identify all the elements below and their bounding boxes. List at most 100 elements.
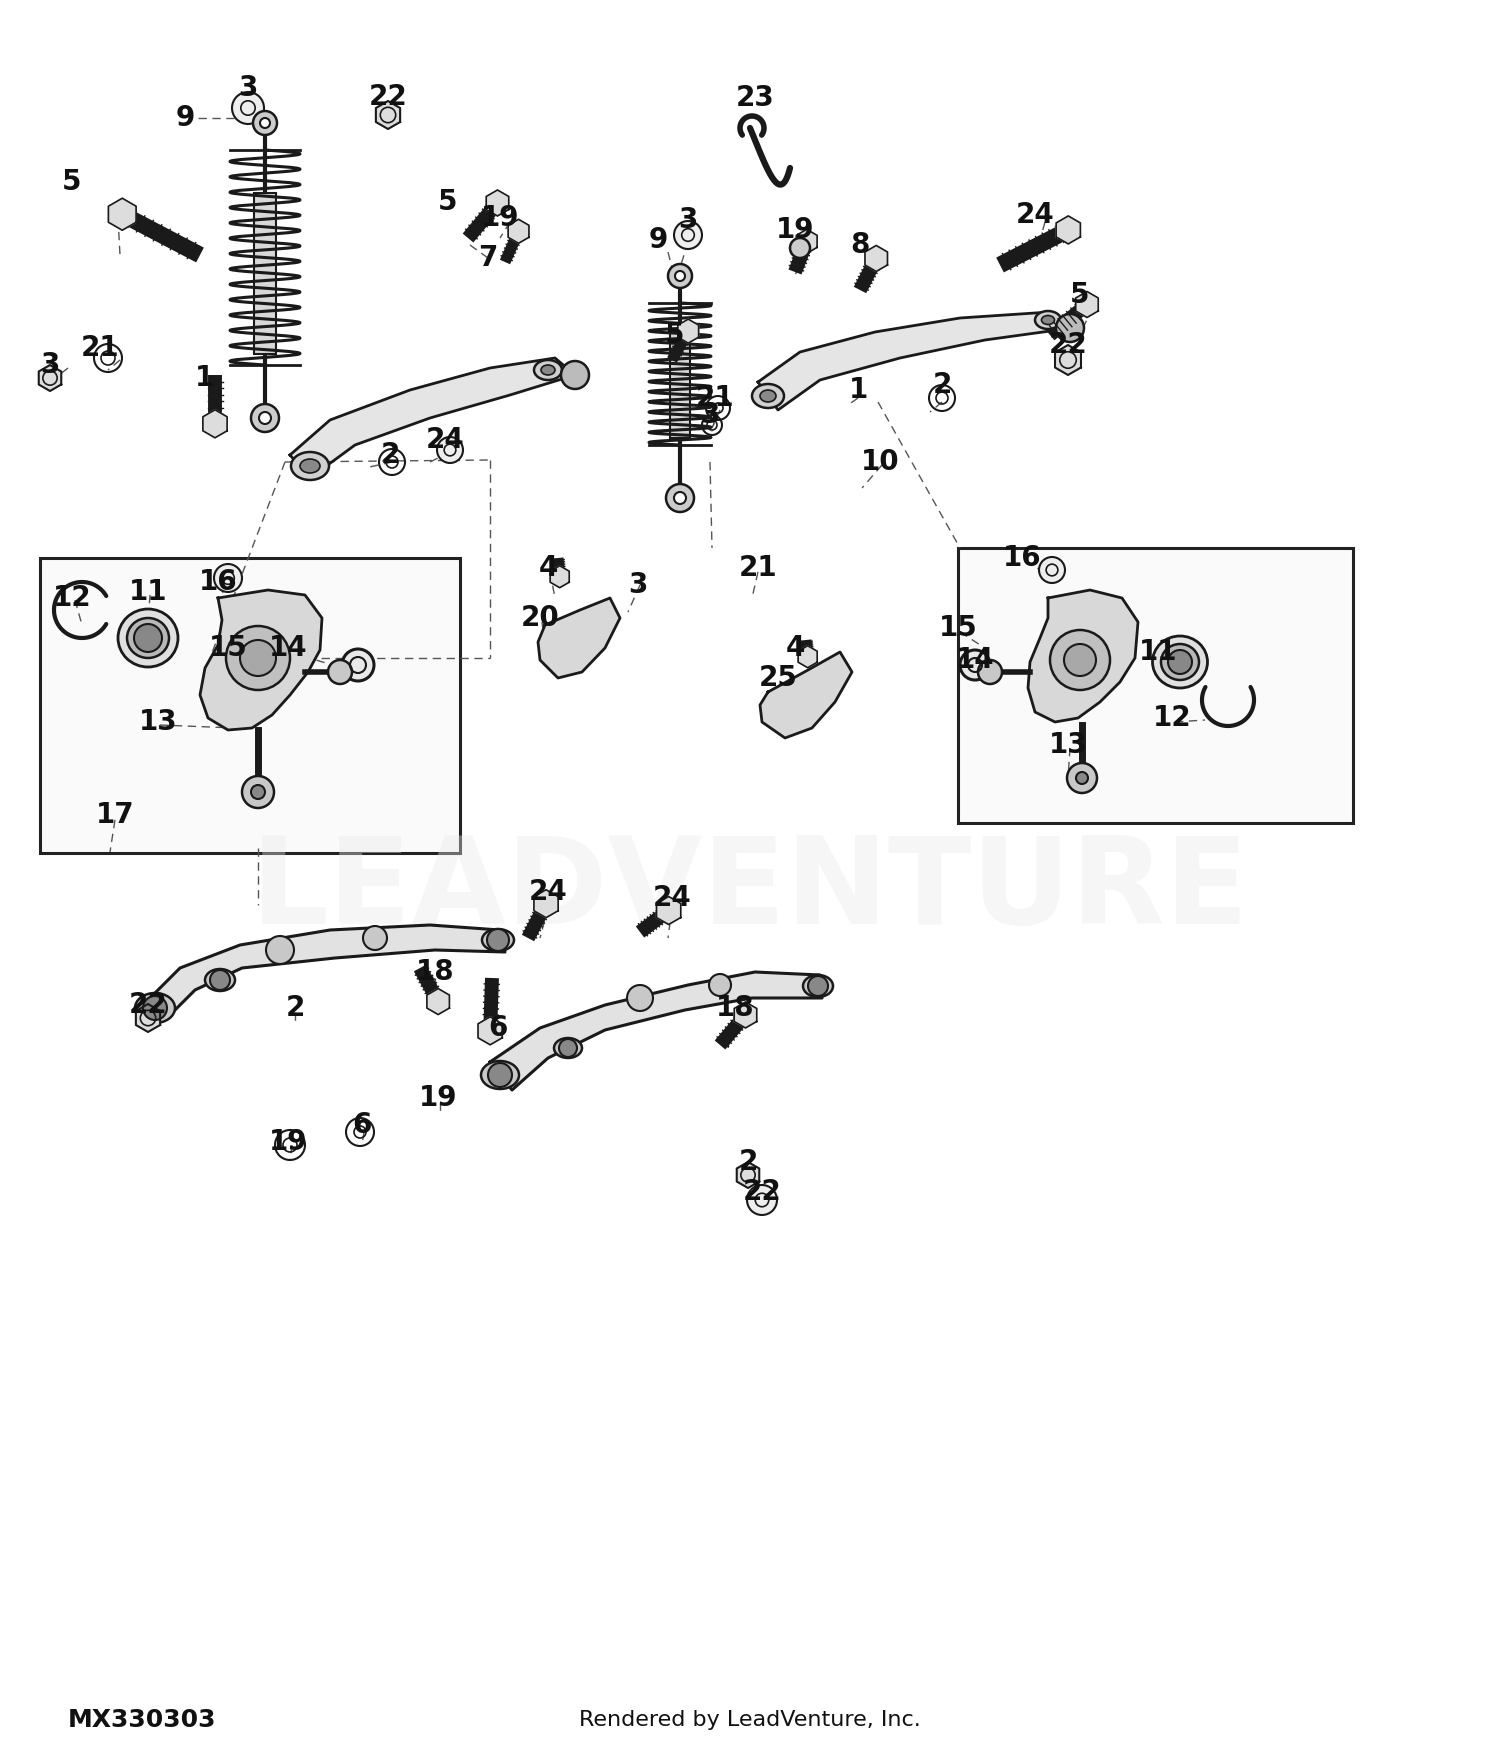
Polygon shape xyxy=(1076,292,1098,317)
Circle shape xyxy=(134,625,162,653)
Text: Rendered by LeadVenture, Inc.: Rendered by LeadVenture, Inc. xyxy=(579,1710,921,1731)
Text: 21: 21 xyxy=(81,334,120,362)
Circle shape xyxy=(436,438,463,464)
Polygon shape xyxy=(490,971,822,1090)
Polygon shape xyxy=(1056,215,1080,243)
Ellipse shape xyxy=(206,970,236,990)
Polygon shape xyxy=(427,989,450,1015)
Text: 17: 17 xyxy=(96,802,135,829)
Text: 18: 18 xyxy=(716,994,754,1022)
Text: 25: 25 xyxy=(759,663,798,691)
Circle shape xyxy=(214,564,242,592)
Text: 19: 19 xyxy=(776,215,814,243)
Ellipse shape xyxy=(482,929,514,950)
Circle shape xyxy=(210,970,230,990)
Text: 9: 9 xyxy=(648,226,668,254)
Text: 14: 14 xyxy=(268,634,308,662)
Circle shape xyxy=(627,985,652,1011)
Polygon shape xyxy=(760,653,852,738)
Circle shape xyxy=(1168,649,1192,674)
Text: 1: 1 xyxy=(195,364,214,392)
Ellipse shape xyxy=(300,458,320,472)
Text: 23: 23 xyxy=(735,84,774,112)
Text: 2: 2 xyxy=(933,371,951,399)
Polygon shape xyxy=(1054,345,1082,374)
Text: 5: 5 xyxy=(1071,282,1089,310)
Circle shape xyxy=(328,660,352,684)
Polygon shape xyxy=(108,198,136,231)
Polygon shape xyxy=(657,896,681,924)
Text: 6: 6 xyxy=(352,1111,372,1139)
Circle shape xyxy=(254,110,278,135)
Bar xyxy=(670,331,690,438)
Ellipse shape xyxy=(118,609,178,667)
Circle shape xyxy=(1040,556,1065,583)
Ellipse shape xyxy=(542,366,555,374)
Polygon shape xyxy=(796,229,818,254)
Ellipse shape xyxy=(135,992,176,1024)
Circle shape xyxy=(142,996,166,1020)
Text: 4: 4 xyxy=(538,555,558,583)
Circle shape xyxy=(1064,644,1096,676)
Circle shape xyxy=(260,411,272,424)
Text: 19: 19 xyxy=(480,205,519,233)
Circle shape xyxy=(674,492,686,504)
Text: 3: 3 xyxy=(238,74,258,102)
Polygon shape xyxy=(865,245,888,271)
Text: 10: 10 xyxy=(861,448,900,476)
Polygon shape xyxy=(736,1162,759,1188)
Text: 21: 21 xyxy=(738,555,777,583)
Text: 13: 13 xyxy=(1048,732,1088,760)
Text: 22: 22 xyxy=(1048,331,1088,359)
Polygon shape xyxy=(478,1017,502,1045)
Text: 11: 11 xyxy=(129,578,168,605)
Circle shape xyxy=(668,264,692,289)
Circle shape xyxy=(232,93,264,124)
Text: 22: 22 xyxy=(129,990,168,1018)
Text: 3: 3 xyxy=(628,570,648,598)
Polygon shape xyxy=(148,926,506,1020)
Ellipse shape xyxy=(128,618,170,658)
Circle shape xyxy=(710,975,730,996)
Circle shape xyxy=(1056,313,1084,341)
Polygon shape xyxy=(758,312,1072,410)
Text: LEADVENTURE: LEADVENTURE xyxy=(251,831,1250,949)
Polygon shape xyxy=(538,598,620,677)
Circle shape xyxy=(1066,763,1096,793)
Circle shape xyxy=(561,360,590,388)
Ellipse shape xyxy=(802,975,832,997)
Circle shape xyxy=(978,660,1002,684)
Circle shape xyxy=(674,220,702,248)
Ellipse shape xyxy=(1152,635,1208,688)
Circle shape xyxy=(675,271,686,282)
Text: 3: 3 xyxy=(40,352,60,380)
Polygon shape xyxy=(509,219,530,243)
Text: 2: 2 xyxy=(285,994,304,1022)
Polygon shape xyxy=(200,590,322,730)
Ellipse shape xyxy=(1161,644,1198,681)
Text: 2: 2 xyxy=(738,1148,758,1176)
Polygon shape xyxy=(550,565,568,588)
Text: 16: 16 xyxy=(1002,544,1041,572)
Polygon shape xyxy=(534,889,558,917)
Text: MX330303: MX330303 xyxy=(68,1708,216,1732)
Text: 8: 8 xyxy=(850,231,870,259)
Text: 19: 19 xyxy=(268,1129,308,1157)
Polygon shape xyxy=(136,1004,160,1032)
Text: 14: 14 xyxy=(956,646,994,674)
Polygon shape xyxy=(678,318,699,343)
Text: 6: 6 xyxy=(489,1013,507,1041)
Polygon shape xyxy=(1028,590,1138,723)
Text: 15: 15 xyxy=(939,614,978,642)
Text: 16: 16 xyxy=(198,569,237,597)
Text: 9: 9 xyxy=(176,103,195,131)
Circle shape xyxy=(488,929,508,950)
Text: 5: 5 xyxy=(666,320,684,348)
Text: 4: 4 xyxy=(786,634,804,662)
Text: 5: 5 xyxy=(438,187,458,215)
Text: 13: 13 xyxy=(138,709,177,737)
Circle shape xyxy=(342,649,374,681)
Text: 24: 24 xyxy=(652,884,692,912)
Circle shape xyxy=(808,977,828,996)
Text: 19: 19 xyxy=(419,1083,458,1111)
